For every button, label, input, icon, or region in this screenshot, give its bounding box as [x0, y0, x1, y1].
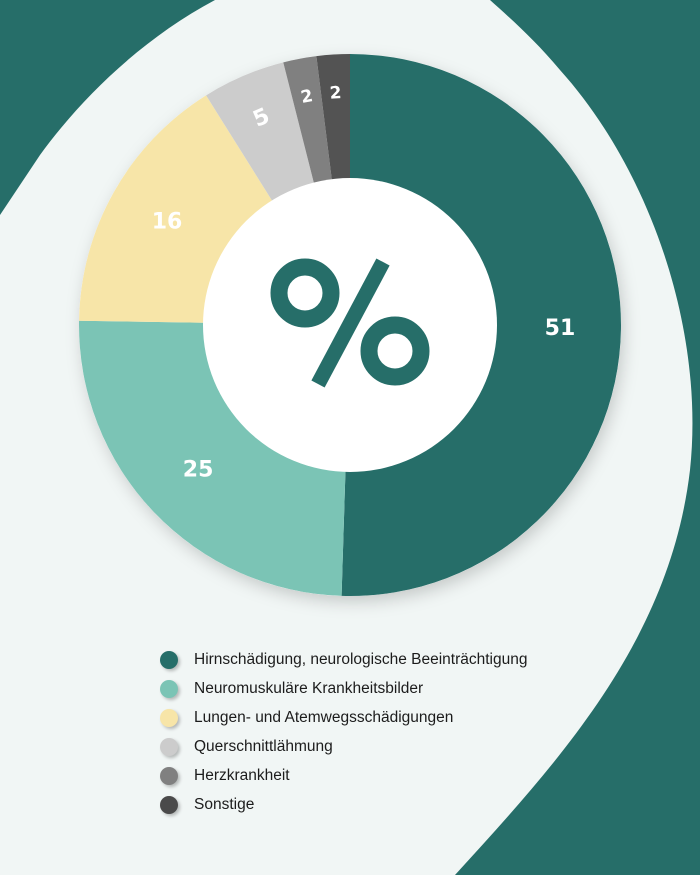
percent-icon — [270, 258, 430, 388]
segment-value-label: 51 — [545, 316, 576, 341]
legend-item-herz: Herzkrankheit — [160, 761, 527, 790]
donut-segment — [206, 62, 315, 203]
segment-value-label: 2 — [299, 86, 314, 108]
legend-item-querschnitt: Querschnittlähmung — [160, 732, 527, 761]
legend-dot-icon — [160, 766, 178, 785]
legend-label: Querschnittlähmung — [194, 737, 333, 755]
legend-label: Lungen- und Atemwegsschädigungen — [194, 708, 454, 726]
chart-legend: Hirnschädigung, neurologische Beeinträch… — [160, 645, 527, 819]
right-teal-shape — [455, 0, 700, 875]
legend-label: Herzkrankheit — [194, 766, 290, 784]
legend-label: Sonstige — [194, 795, 255, 813]
legend-dot-icon — [160, 737, 178, 756]
legend-item-hirnschaedigung: Hirnschädigung, neurologische Beeinträch… — [160, 645, 527, 674]
segment-value-label: 2 — [329, 83, 342, 104]
legend-label: Neuromuskuläre Krankheitsbilder — [194, 679, 424, 697]
donut-segment — [283, 56, 333, 185]
donut-segment — [79, 320, 346, 596]
legend-item-lungen: Lungen- und Atemwegsschädigungen — [160, 703, 527, 732]
legend-dot-icon — [160, 708, 178, 727]
top-left-teal-shape — [0, 0, 215, 215]
legend-label: Hirnschädigung, neurologische Beeinträch… — [194, 650, 528, 668]
segment-value-label: 25 — [183, 457, 214, 482]
donut-segments — [79, 54, 622, 596]
legend-item-neuromuskulaer: Neuromuskuläre Krankheitsbilder — [160, 674, 527, 703]
legend-dot-icon — [160, 795, 178, 814]
donut-segment — [316, 54, 350, 182]
donut-segment — [79, 95, 273, 323]
legend-dot-icon — [160, 679, 178, 698]
donut-segment — [341, 54, 622, 596]
segment-value-label: 16 — [152, 209, 183, 234]
legend-item-sonstige: Sonstige — [160, 790, 527, 819]
legend-dot-icon — [160, 650, 178, 669]
